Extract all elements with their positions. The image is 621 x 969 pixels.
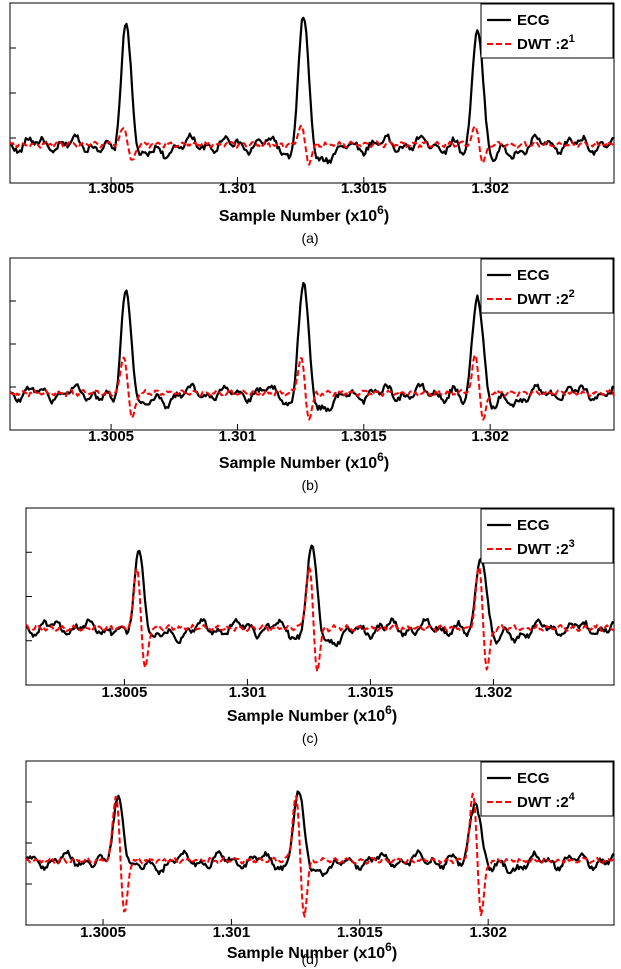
chart-panel-2: 1.3005 1.301 1.3015 1.302 ECG DWT :22 Sample N… bbox=[9, 257, 615, 493]
x-axis-label: Sample Number (x106) bbox=[227, 703, 397, 725]
panel-caption: (a) bbox=[301, 230, 318, 246]
legend-label-dwt: DWT :23 bbox=[517, 538, 575, 558]
legend-label-ecg: ECG bbox=[517, 517, 550, 534]
x-tick-label: 1.3005 bbox=[88, 428, 134, 445]
x-tick-label: 1.3005 bbox=[88, 180, 134, 197]
series-line-ecg bbox=[9, 281, 615, 413]
series-line-dwt bbox=[25, 792, 615, 918]
x-tick-label: 1.302 bbox=[475, 684, 513, 701]
legend: ECG DWT :22 bbox=[480, 258, 614, 314]
x-tick-label: 1.3015 bbox=[341, 428, 387, 445]
x-tick-label: 1.302 bbox=[469, 924, 507, 941]
series-line-dwt bbox=[9, 124, 615, 166]
legend-label-ecg: ECG bbox=[517, 770, 550, 787]
chart-panel-1: 1.3005 1.301 1.3015 1.302 ECG DWT :21 Sample N… bbox=[9, 2, 615, 246]
x-axis-label: Sample Number (x106) bbox=[227, 940, 397, 962]
panel-caption: (d) bbox=[301, 951, 318, 967]
x-axis-label: Sample Number (x106) bbox=[219, 450, 389, 472]
legend-box bbox=[480, 258, 614, 314]
panel-caption: (c) bbox=[302, 730, 318, 746]
x-tick-label: 1.302 bbox=[471, 180, 509, 197]
x-tick-label: 1.3005 bbox=[80, 924, 126, 941]
x-tick-label: 1.302 bbox=[471, 428, 509, 445]
legend-label-dwt: DWT :24 bbox=[517, 791, 576, 811]
x-tick-label: 1.3015 bbox=[341, 180, 387, 197]
legend: ECG DWT :23 bbox=[480, 508, 614, 564]
series-line-dwt bbox=[25, 565, 615, 673]
legend-label-ecg: ECG bbox=[517, 12, 550, 29]
legend: ECG DWT :21 bbox=[480, 3, 614, 59]
x-tick-label: 1.301 bbox=[219, 428, 257, 445]
legend-label-dwt: DWT :22 bbox=[517, 288, 575, 308]
legend-label-dwt: DWT :21 bbox=[517, 33, 575, 53]
legend-box bbox=[480, 761, 614, 817]
legend: ECG DWT :24 bbox=[480, 761, 614, 817]
chart-panel-4: 1.3005 1.301 1.3015 1.302 ECG DWT :24 Sample N… bbox=[25, 760, 615, 967]
legend-box bbox=[480, 3, 614, 59]
legend-label-ecg: ECG bbox=[517, 267, 550, 284]
x-tick-label: 1.3005 bbox=[101, 684, 147, 701]
x-axis-label: Sample Number (x106) bbox=[219, 203, 389, 225]
x-tick-label: 1.3015 bbox=[347, 684, 393, 701]
x-tick-label: 1.301 bbox=[219, 180, 257, 197]
series-line-ecg bbox=[25, 790, 615, 877]
x-tick-label: 1.301 bbox=[213, 924, 251, 941]
series-line-dwt bbox=[9, 354, 615, 421]
x-tick-label: 1.3015 bbox=[337, 924, 383, 941]
legend-box bbox=[480, 508, 614, 564]
panel-caption: (b) bbox=[301, 477, 318, 493]
chart-panel-3: 1.3005 1.301 1.3015 1.302 ECG DWT :23 Sample N… bbox=[25, 507, 615, 746]
x-tick-label: 1.301 bbox=[229, 684, 267, 701]
